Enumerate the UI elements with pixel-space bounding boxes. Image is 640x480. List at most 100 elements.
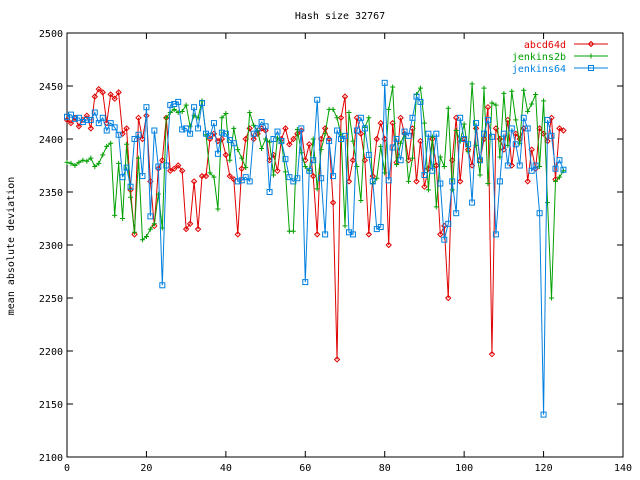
data-point (71, 115, 78, 122)
legend-marker (587, 40, 595, 48)
data-point (239, 155, 245, 161)
x-tick-label: 140 (614, 463, 632, 474)
chart-title: Hash size 32767 (295, 11, 385, 22)
data-point (290, 135, 297, 143)
x-tick-label: 60 (299, 463, 311, 474)
data-point (163, 115, 169, 121)
data-point (282, 156, 289, 163)
data-point (365, 151, 372, 158)
data-point (469, 199, 476, 206)
data-point (155, 191, 161, 197)
data-point (310, 157, 317, 164)
data-point (306, 167, 313, 174)
data-point (211, 174, 217, 180)
data-point (313, 231, 321, 238)
data-point (83, 116, 90, 123)
data-point (329, 199, 337, 206)
data-point (151, 127, 158, 134)
x-axis: 0 20 40 60 80 100 120 140 (64, 33, 632, 474)
data-point (151, 221, 157, 227)
data-point (270, 136, 277, 142)
data-point (107, 120, 114, 127)
data-point (516, 162, 523, 169)
legend-label: jenkins2b (512, 52, 566, 63)
data-point (385, 241, 392, 249)
data-point (183, 125, 190, 132)
data-point (175, 98, 182, 105)
data-point (199, 99, 206, 106)
data-point (406, 178, 412, 184)
data-point (350, 138, 356, 144)
data-point (421, 172, 428, 179)
legend-item: jenkins2b (512, 52, 608, 63)
data-point (103, 127, 110, 134)
data-point (353, 127, 360, 134)
data-point (500, 130, 507, 137)
data-point (290, 178, 297, 185)
data-point (456, 178, 464, 185)
data-point (509, 88, 515, 94)
data-point (485, 181, 491, 187)
data-point (361, 125, 368, 132)
data-point (473, 142, 479, 148)
data-point (488, 350, 496, 358)
data-point (147, 226, 153, 232)
data-point (560, 127, 567, 134)
data-point (123, 125, 130, 132)
data-point (187, 130, 194, 137)
data-point (247, 110, 253, 115)
legend-item: abcd64d (524, 40, 608, 51)
data-point (179, 108, 185, 114)
x-tick-label: 80 (379, 463, 391, 474)
data-point (171, 165, 178, 172)
data-point (560, 166, 567, 173)
data-point (378, 143, 384, 149)
data-point (513, 117, 519, 123)
legend-label: jenkins64 (512, 64, 566, 75)
data-point (357, 114, 364, 121)
data-point (171, 106, 177, 112)
data-point (135, 155, 141, 161)
data-point (417, 85, 423, 91)
data-point (167, 167, 174, 175)
data-point (99, 89, 106, 96)
data-point (369, 178, 376, 185)
data-point (207, 170, 213, 176)
data-point (330, 106, 336, 112)
data-point (182, 225, 190, 233)
data-point (163, 162, 170, 169)
data-point (183, 102, 189, 108)
data-point (481, 85, 487, 91)
data-point (382, 170, 388, 176)
data-point (469, 81, 475, 87)
data-point (67, 119, 75, 127)
data-point (437, 231, 444, 238)
data-point (520, 114, 527, 121)
data-point (342, 132, 348, 139)
data-point (219, 115, 225, 121)
data-point (231, 125, 237, 131)
data-point (267, 139, 273, 145)
data-point (174, 162, 182, 169)
data-point (230, 140, 237, 147)
y-tick-label: 2300 (39, 241, 63, 252)
data-point (334, 115, 340, 121)
data-point (504, 162, 511, 169)
data-point (84, 158, 90, 164)
data-point (488, 133, 495, 140)
data-point (210, 120, 217, 127)
data-point (218, 129, 225, 136)
data-point (484, 116, 491, 123)
x-tick-label: 20 (140, 463, 152, 474)
data-point (87, 116, 94, 123)
data-point (116, 160, 122, 166)
data-point (333, 356, 341, 363)
data-point (194, 225, 202, 233)
data-point (88, 155, 94, 161)
data-point (552, 165, 559, 172)
data-point (496, 178, 503, 185)
data-point (306, 141, 313, 148)
data-point (75, 123, 83, 130)
data-point (263, 136, 269, 142)
